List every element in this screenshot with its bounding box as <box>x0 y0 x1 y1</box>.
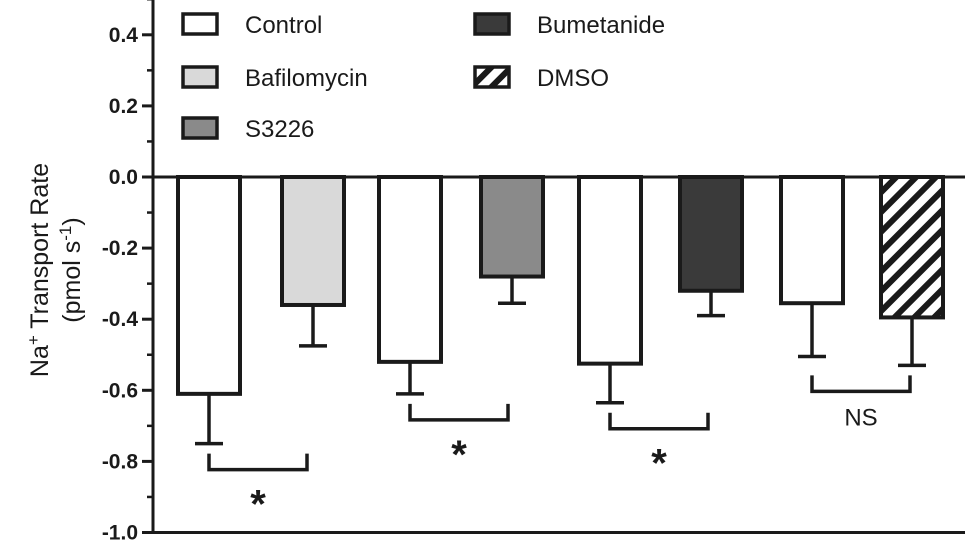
legend-swatch-bafilomycin <box>181 65 219 89</box>
bar-dmso <box>879 175 945 320</box>
bar-control <box>577 175 643 366</box>
legend: Control Bafilomycin S3226 Bumetanide DMSO <box>181 12 665 143</box>
significance-star: * <box>250 483 266 527</box>
y-tick-label: 0.2 <box>109 95 138 118</box>
significance-brackets: * * * NS <box>207 375 912 527</box>
significance-bracket <box>207 453 309 472</box>
y-tick-label: -0.2 <box>102 237 138 260</box>
significance-bracket <box>408 403 510 422</box>
legend-swatch-s3226 <box>181 116 219 140</box>
y-axis-label: Na+ Transport Rate <box>24 163 54 377</box>
y-tick-label: -1.0 <box>102 522 138 545</box>
bars <box>176 175 945 396</box>
y-axis-ticks: 0.4 0.2 0.0 -0.2 -0.4 -0.6 -0.8 -1.0 <box>102 0 153 545</box>
legend-label-bafilomycin: Bafilomycin <box>245 65 368 92</box>
y-tick-label: -0.4 <box>102 308 139 331</box>
y-axis-unit-label: (pmol s-1) <box>56 217 86 322</box>
bar-control <box>176 175 242 396</box>
significance-bracket <box>608 412 710 431</box>
y-tick-label: 0.0 <box>109 166 138 189</box>
legend-swatch-control <box>181 12 219 36</box>
significance-ns-label: NS <box>844 404 877 431</box>
error-bars <box>195 276 926 446</box>
legend-label-bumetanide: Bumetanide <box>537 12 665 39</box>
bar-control <box>377 175 443 364</box>
y-tick-label: 0.4 <box>109 24 139 47</box>
bar-bafilomycin <box>280 175 346 307</box>
legend-label-s3226: S3226 <box>245 116 314 143</box>
bar-s3226 <box>479 175 545 279</box>
y-tick-label: -0.6 <box>102 379 138 402</box>
legend-label-dmso: DMSO <box>537 65 609 92</box>
significance-star: * <box>651 442 667 486</box>
legend-swatch-dmso <box>473 65 511 89</box>
significance-bracket <box>810 375 912 394</box>
significance-star: * <box>451 433 467 477</box>
bar-control <box>779 175 845 306</box>
legend-swatch-bumetanide <box>473 12 511 36</box>
y-tick-label: -0.8 <box>102 450 139 473</box>
bar-bumetanide <box>678 175 744 293</box>
legend-label-control: Control <box>245 12 322 39</box>
